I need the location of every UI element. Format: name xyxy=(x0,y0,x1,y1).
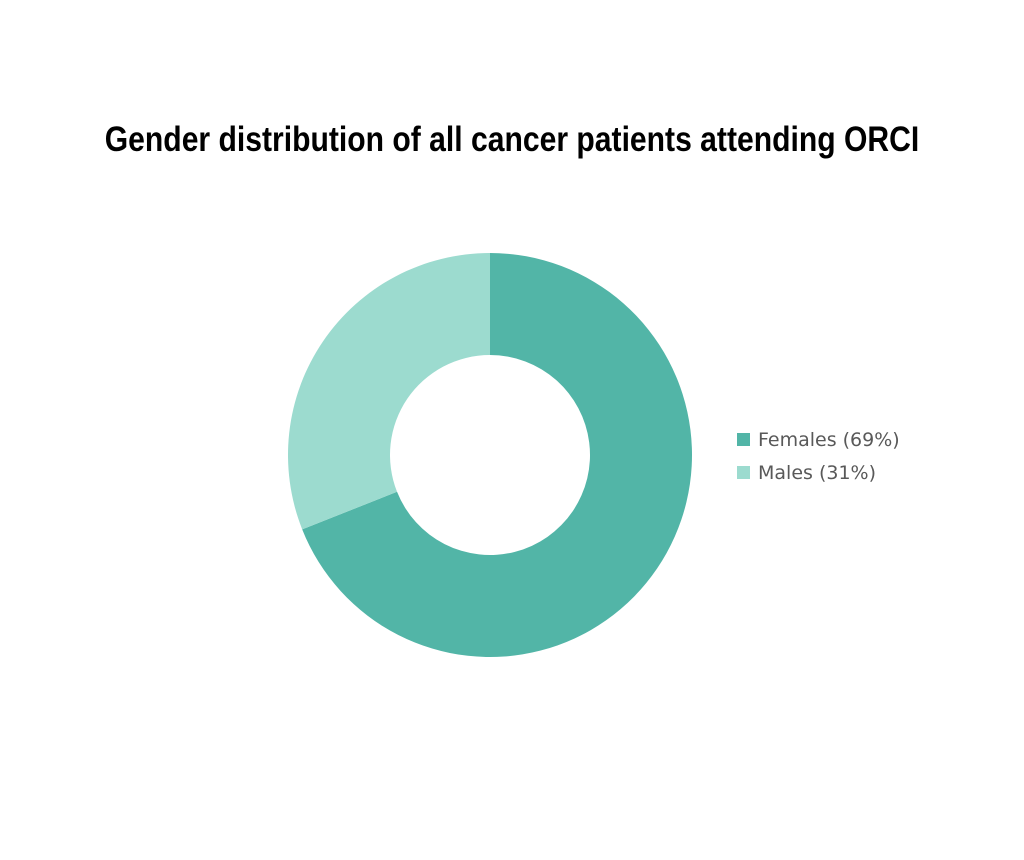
legend-label: Females (69%) xyxy=(758,428,900,451)
donut-slice-females xyxy=(302,253,692,658)
legend-item-females: Females (69%) xyxy=(737,423,900,456)
legend: Females (69%) Males (31%) xyxy=(737,423,900,489)
legend-swatch xyxy=(737,433,750,446)
legend-swatch xyxy=(737,466,750,479)
legend-item-males: Males (31%) xyxy=(737,456,900,489)
legend-label: Males (31%) xyxy=(758,461,876,484)
donut-slice-males xyxy=(288,253,490,530)
chart-title: Gender distribution of all cancer patien… xyxy=(104,120,920,159)
